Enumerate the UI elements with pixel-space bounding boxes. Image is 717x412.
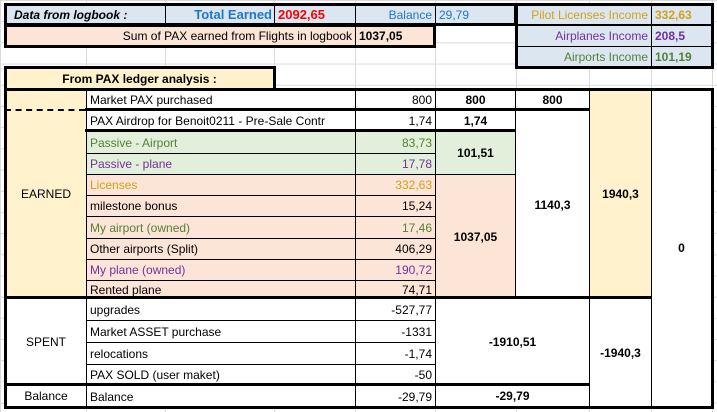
ledger-row-value[interactable]: 190,72 [355,259,436,281]
ledger-row-label[interactable]: Passive - plane [86,153,356,175]
ledger-row-value[interactable]: 406,29 [355,238,436,260]
ledger-row-value[interactable]: 332,63 [355,174,436,196]
ledger-row-label[interactable]: My plane (owned) [86,259,356,281]
ledger-row-label[interactable]: Rented plane [86,280,356,299]
ledger-row-value[interactable]: -527,77 [355,298,436,321]
ledger-row-value[interactable]: -1331 [355,320,436,343]
balance-label: Balance [355,4,436,25]
ledger-row-label[interactable]: Market ASSET purchase [86,320,356,343]
earned-label: EARNED [5,89,87,299]
ledger-row-label[interactable]: Other airports (Split) [86,238,356,260]
pilot-income-label: Pilot Licenses Income [516,4,652,25]
sum-pax-label: Sum of PAX earned from Flights in logboo… [5,25,356,46]
ledger-row-label[interactable]: Market PAX purchased [86,89,356,111]
airports-income-value[interactable]: 101,19 [651,46,712,67]
balance-row-label: Balance [5,385,87,407]
ledger-row-label[interactable]: relocations [86,342,356,365]
ledger-row-value[interactable]: -50 [355,364,436,386]
airplanes-income-label: Airplanes Income [516,25,652,47]
balance-value[interactable]: 29,79 [435,4,517,25]
ledger-row-value[interactable]: 15,24 [355,195,436,217]
total-earned-label: Total Earned [166,5,275,24]
subtotal-passive[interactable]: 101,51 [435,131,516,175]
ledger-row-value[interactable]: 74,71 [355,280,436,299]
ledger-row-label[interactable]: Balance [86,385,356,408]
ledger-row-label[interactable]: milestone bonus [86,195,356,217]
ledger-row-value[interactable]: 17,46 [355,216,436,239]
ledger-row-label[interactable]: Licenses [86,174,356,196]
subtotal-spent[interactable]: -1910,51 [435,298,590,386]
sum-pax-value[interactable]: 1037,05 [355,25,435,46]
total-earned-value[interactable]: 2092,65 [274,4,356,25]
logbook-title: Data from logbook : [5,4,166,25]
airports-income-label: Airports Income [516,46,652,67]
ledger-row-value[interactable]: -1,74 [355,342,436,365]
ledger-row-value[interactable]: 83,73 [355,131,436,154]
subtotal-earned-total[interactable]: 1940,3 [589,89,652,299]
ledger-row-label[interactable]: PAX SOLD (user maket) [86,364,356,386]
subtotal-market[interactable]: 800 [435,89,516,111]
subtotal-balance[interactable]: -29,79 [435,385,590,407]
subtotal-flights[interactable]: 1037,05 [435,174,516,299]
pilot-income-value[interactable]: 332,63 [651,4,712,25]
ledger-row-label[interactable]: PAX Airdrop for Benoit0211 - Pre-Sale Co… [86,110,356,132]
spent-label: SPENT [5,298,87,386]
ledger-title: From PAX ledger analysis : [5,68,274,89]
subtotal-airdrop[interactable]: 1,74 [435,110,516,132]
subtotal-market-e[interactable]: 800 [515,89,590,111]
ledger-row-value[interactable]: 17,78 [355,153,436,175]
ledger-row-value[interactable]: 800 [355,89,436,111]
airplanes-income-value[interactable]: 208,5 [651,25,712,47]
ledger-row-label[interactable]: upgrades [86,298,356,321]
subtotal-spent-total[interactable]: -1940,3 [589,298,652,407]
ledger-row-value[interactable]: -29,79 [355,385,436,408]
ledger-row-value[interactable]: 1,74 [355,110,436,132]
ledger-row-label[interactable]: Passive - Airport [86,131,356,154]
ledger-row-label[interactable]: My airport (owned) [86,216,356,239]
subtotal-earned-ex-market[interactable]: 1140,3 [515,110,590,299]
net-total[interactable]: 0 [651,89,712,407]
